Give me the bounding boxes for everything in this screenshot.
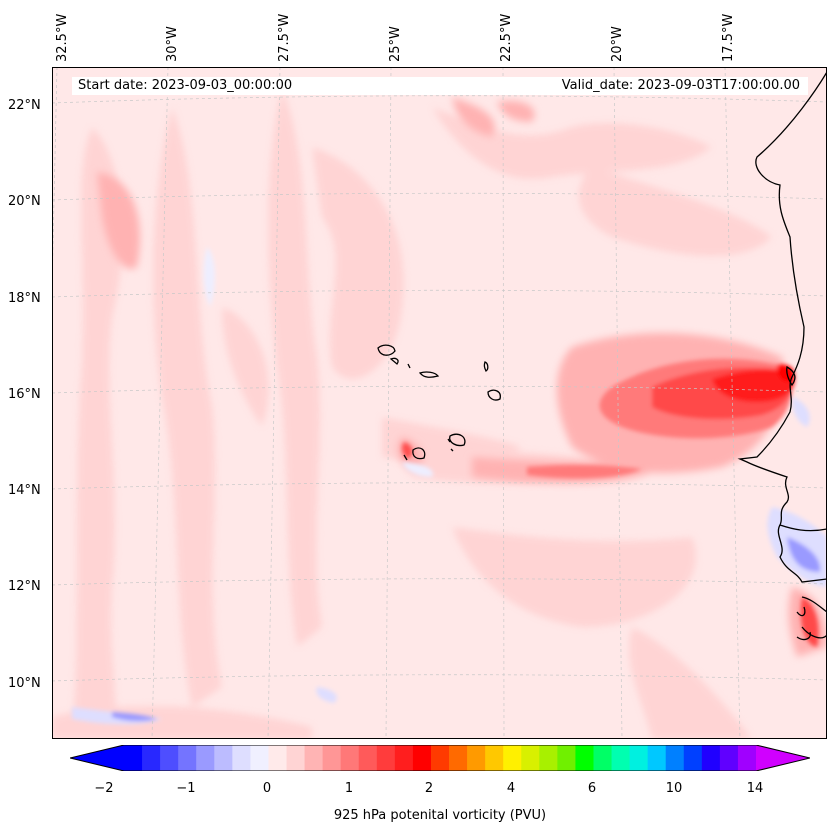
colorbar-segment bbox=[665, 745, 685, 771]
cape-verde-islands bbox=[377, 344, 501, 461]
colorbar-segment bbox=[142, 745, 161, 771]
colorbar-segment bbox=[376, 745, 396, 771]
colorbar-segment bbox=[629, 745, 649, 771]
colorbar-segment bbox=[322, 745, 342, 771]
colorbar-segment bbox=[430, 745, 450, 771]
colorbar-tick: 6 bbox=[587, 781, 597, 796]
colorbar-segment bbox=[521, 745, 540, 771]
date-info-bar: Start date: 2023-09-03_00:00:00 Valid_da… bbox=[72, 77, 808, 95]
colorbar-segment bbox=[737, 745, 757, 771]
gridlines bbox=[52, 67, 827, 739]
colorbar-tick: −2 bbox=[94, 781, 114, 796]
colorbar-segment bbox=[268, 745, 288, 771]
lon-label-27-5w: 27.5°W bbox=[277, 13, 292, 62]
colorbar-label: 925 hPa potenital vorticity (PVU) bbox=[333, 808, 547, 823]
pv-map bbox=[52, 67, 827, 739]
colorbar-tick: 4 bbox=[506, 781, 516, 796]
lat-label-12n: 12°N bbox=[8, 579, 41, 594]
lat-label-16n: 16°N bbox=[8, 387, 41, 402]
start-date-text: Start date: 2023-09-03_00:00:00 bbox=[78, 78, 293, 93]
colorbar-segment bbox=[196, 745, 215, 771]
colorbar-tick: 14 bbox=[746, 781, 764, 796]
lat-label-20n: 20°N bbox=[8, 194, 41, 209]
colorbar-segment bbox=[214, 745, 233, 771]
colorbar-segment bbox=[683, 745, 703, 771]
lon-label-25w: 25°W bbox=[388, 26, 403, 62]
colorbar-extend-low bbox=[70, 745, 124, 771]
colorbar-segment bbox=[304, 745, 324, 771]
colorbar-segment bbox=[250, 745, 269, 771]
colorbar-segment bbox=[160, 745, 179, 771]
colorbar bbox=[70, 745, 810, 771]
pv-field-negative bbox=[72, 247, 827, 725]
lat-label-22n: 22°N bbox=[8, 98, 41, 113]
colorbar-segment bbox=[286, 745, 306, 771]
colorbar-segment bbox=[485, 745, 504, 771]
colorbar-tick: 1 bbox=[344, 781, 354, 796]
colorbar-segment bbox=[575, 745, 594, 771]
colorbar-segment bbox=[467, 745, 486, 771]
colorbar-tick: −1 bbox=[176, 781, 196, 796]
colorbar-segment bbox=[719, 745, 739, 771]
colorbar-segment bbox=[647, 745, 667, 771]
colorbar-tick: 2 bbox=[424, 781, 434, 796]
colorbar-segment bbox=[557, 745, 576, 771]
colorbar-tick: 10 bbox=[665, 781, 683, 796]
colorbar-segment bbox=[340, 745, 360, 771]
coastline bbox=[737, 67, 827, 641]
colorbar-segment bbox=[394, 745, 414, 771]
lat-label-14n: 14°N bbox=[8, 483, 41, 498]
lat-label-10n: 10°N bbox=[8, 676, 41, 691]
lon-label-32-5w: 32.5°W bbox=[55, 13, 70, 62]
colorbar-segment bbox=[358, 745, 378, 771]
lon-label-17-5w: 17.5°W bbox=[721, 13, 736, 62]
lat-label-18n: 18°N bbox=[8, 291, 41, 306]
colorbar-segment bbox=[178, 745, 197, 771]
colorbar-segment bbox=[611, 745, 631, 771]
colorbar-tick: 0 bbox=[262, 781, 272, 796]
colorbar-segment bbox=[232, 745, 251, 771]
colorbar-segment bbox=[701, 745, 721, 771]
lon-label-22-5w: 22.5°W bbox=[499, 13, 514, 62]
colorbar-segment bbox=[539, 745, 558, 771]
colorbar-segment bbox=[593, 745, 613, 771]
colorbar-segment bbox=[449, 745, 468, 771]
colorbar-segment bbox=[503, 745, 522, 771]
lon-label-30w: 30°W bbox=[165, 26, 180, 62]
lon-label-20w: 20°W bbox=[610, 26, 625, 62]
valid-date-text: Valid_date: 2023-09-03T17:00:00.00 bbox=[561, 78, 800, 93]
colorbar-segment bbox=[124, 745, 143, 771]
colorbar-extend-high bbox=[756, 745, 810, 771]
colorbar-segment bbox=[412, 745, 432, 771]
